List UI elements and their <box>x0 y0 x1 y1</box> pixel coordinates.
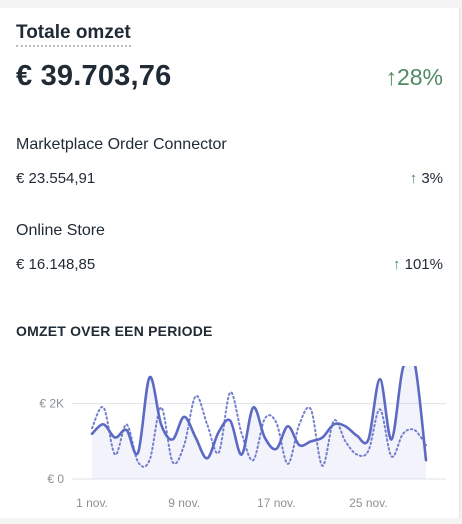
chart-section-title: OMZET OVER EEN PERIODE <box>16 323 213 339</box>
channel-name-online-store: Online Store <box>16 222 105 239</box>
channel-change-percent: 101% <box>404 256 443 273</box>
y-axis-labels: € 2K € 0 <box>39 397 64 486</box>
x-axis-labels: 1 nov. 9 nov. 17 nov. 25 nov. <box>76 496 388 510</box>
channel-value-online-store: € 16.148,85 <box>16 256 96 273</box>
series-line-current <box>90 366 428 462</box>
chart-lines <box>90 366 428 468</box>
channel-change-online-store: ↑ 101% <box>393 256 443 273</box>
channel-change-percent: 3% <box>421 170 443 187</box>
y-tick-label: € 0 <box>47 472 64 486</box>
channel-name-marketplace: Marketplace Order Connector <box>16 136 227 153</box>
card-title[interactable]: Totale omzet <box>16 22 131 47</box>
x-tick-label: 9 nov. <box>168 496 200 510</box>
sales-over-time-chart: € 2K € 0 1 nov. 9 nov. 17 nov. 25 nov. <box>39 366 446 510</box>
y-tick-label: € 2K <box>39 397 64 411</box>
total-sales-value: € 39.703,76 <box>16 60 172 92</box>
total-change-indicator: ↑28% <box>385 64 443 91</box>
x-tick-label: 25 nov. <box>349 496 387 510</box>
total-sales-card: Totale omzet € 39.703,76 ↑28% Marketplac… <box>0 8 460 518</box>
arrow-up-icon: ↑ <box>409 170 418 187</box>
series-line-previous <box>91 391 427 468</box>
channel-change-marketplace: ↑ 3% <box>410 170 443 187</box>
x-tick-label: 17 nov. <box>257 496 295 510</box>
channel-value-marketplace: € 23.554,91 <box>16 170 96 187</box>
arrow-up-icon: ↑ <box>392 256 401 273</box>
total-change-percent: 28% <box>396 64 443 90</box>
arrow-up-icon: ↑ <box>385 64 397 90</box>
x-tick-label: 1 nov. <box>76 496 108 510</box>
